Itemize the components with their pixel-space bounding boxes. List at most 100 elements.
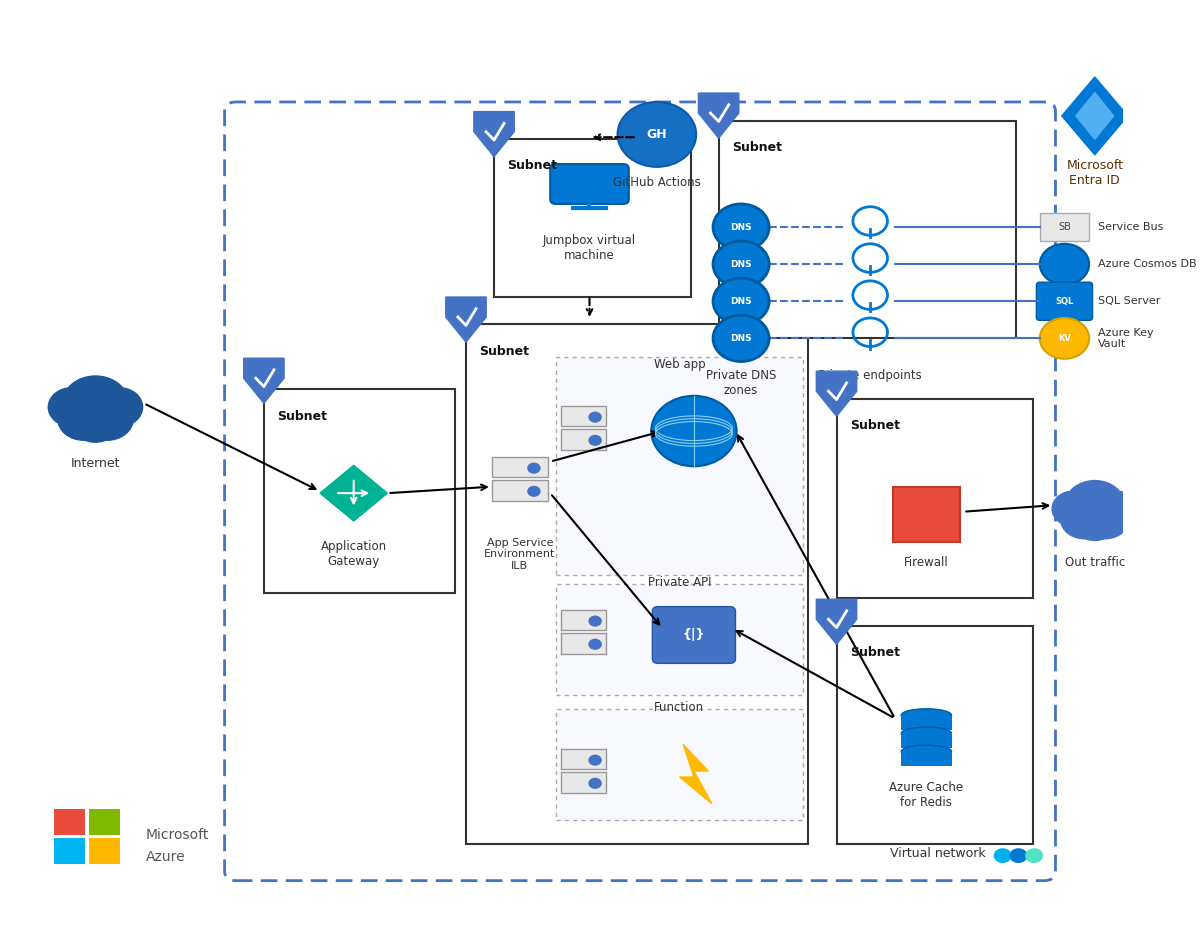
Bar xyxy=(1040,213,1089,241)
Circle shape xyxy=(1040,244,1089,285)
Circle shape xyxy=(62,376,129,430)
Circle shape xyxy=(993,848,1011,863)
Circle shape xyxy=(527,486,540,497)
Circle shape xyxy=(72,403,119,442)
Circle shape xyxy=(617,102,697,167)
Text: Azure Key
Vault: Azure Key Vault xyxy=(1098,327,1154,349)
Text: Subnet: Subnet xyxy=(508,159,557,172)
Circle shape xyxy=(588,755,602,766)
Text: Firewall: Firewall xyxy=(904,556,949,569)
Bar xyxy=(561,429,607,450)
Circle shape xyxy=(713,278,769,324)
Text: Private DNS
zones: Private DNS zones xyxy=(706,369,776,397)
Bar xyxy=(901,752,951,766)
Polygon shape xyxy=(680,744,712,804)
Text: Out traffic: Out traffic xyxy=(1064,556,1125,569)
Ellipse shape xyxy=(901,709,951,722)
Bar xyxy=(561,610,607,630)
Circle shape xyxy=(95,387,143,426)
Text: Subnet: Subnet xyxy=(277,410,328,423)
Polygon shape xyxy=(1076,93,1113,139)
Text: Subnet: Subnet xyxy=(733,141,782,154)
Circle shape xyxy=(58,398,109,440)
Bar xyxy=(901,733,951,748)
Circle shape xyxy=(1060,500,1107,539)
Circle shape xyxy=(1095,491,1137,527)
Text: {|}: {|} xyxy=(682,629,705,641)
Circle shape xyxy=(651,396,736,466)
Text: Private endpoints: Private endpoints xyxy=(818,369,922,382)
Text: Internet: Internet xyxy=(71,457,120,470)
Text: DNS: DNS xyxy=(730,334,752,343)
Circle shape xyxy=(588,639,602,650)
Polygon shape xyxy=(446,297,486,342)
Text: SQL: SQL xyxy=(1056,297,1074,306)
Bar xyxy=(837,399,1033,598)
FancyBboxPatch shape xyxy=(550,164,629,204)
Bar xyxy=(556,584,802,695)
Text: Subnet: Subnet xyxy=(850,419,900,432)
Bar xyxy=(901,716,951,730)
Circle shape xyxy=(588,412,602,423)
FancyBboxPatch shape xyxy=(652,606,735,664)
Ellipse shape xyxy=(901,745,951,758)
Bar xyxy=(837,626,1033,844)
Text: GH: GH xyxy=(646,128,668,141)
Circle shape xyxy=(713,315,769,362)
Bar xyxy=(892,487,960,542)
Text: SB: SB xyxy=(1058,222,1071,232)
Text: DNS: DNS xyxy=(730,297,752,306)
Bar xyxy=(491,480,548,501)
Text: SQL Server: SQL Server xyxy=(1098,297,1160,306)
Circle shape xyxy=(713,241,769,287)
Bar xyxy=(561,633,607,654)
Bar xyxy=(561,772,607,793)
Text: Microsoft
Entra ID: Microsoft Entra ID xyxy=(1066,159,1123,187)
Text: Microsoft: Microsoft xyxy=(147,828,209,842)
Polygon shape xyxy=(817,599,856,644)
Bar xyxy=(54,809,85,835)
Polygon shape xyxy=(244,358,285,403)
Text: Application
Gateway: Application Gateway xyxy=(321,540,387,567)
Circle shape xyxy=(588,616,602,627)
Text: Web app: Web app xyxy=(653,358,705,371)
Bar xyxy=(556,357,802,575)
Bar xyxy=(264,389,455,593)
Circle shape xyxy=(1026,848,1044,863)
Circle shape xyxy=(713,204,769,250)
Circle shape xyxy=(1040,318,1089,359)
Bar xyxy=(561,406,607,426)
Circle shape xyxy=(1065,480,1124,530)
Polygon shape xyxy=(699,93,739,138)
Bar xyxy=(718,121,1016,338)
Circle shape xyxy=(588,435,602,446)
Text: DNS: DNS xyxy=(730,222,752,232)
Text: Azure Cosmos DB: Azure Cosmos DB xyxy=(1098,260,1196,269)
Bar xyxy=(556,709,802,820)
Text: DNS: DNS xyxy=(730,260,752,269)
Circle shape xyxy=(1082,500,1129,539)
Circle shape xyxy=(527,463,540,474)
Circle shape xyxy=(1052,491,1095,527)
Circle shape xyxy=(1010,848,1027,863)
FancyBboxPatch shape xyxy=(1036,282,1093,321)
Text: App Service
Environment
ILB: App Service Environment ILB xyxy=(484,538,556,571)
Ellipse shape xyxy=(901,727,951,740)
Text: Subnet: Subnet xyxy=(479,345,530,358)
Polygon shape xyxy=(817,371,856,416)
Text: Service Bus: Service Bus xyxy=(1098,222,1164,232)
Circle shape xyxy=(82,398,133,440)
Text: KV: KV xyxy=(1058,334,1071,343)
Bar xyxy=(54,838,85,864)
Text: GitHub Actions: GitHub Actions xyxy=(613,176,700,189)
Bar xyxy=(466,324,808,844)
Bar xyxy=(89,838,120,864)
Text: Virtual network: Virtual network xyxy=(890,847,985,860)
Circle shape xyxy=(588,778,602,789)
Text: Private API: Private API xyxy=(647,576,711,589)
Polygon shape xyxy=(1062,77,1128,155)
Text: Function: Function xyxy=(655,701,705,714)
Text: Azure Cache
for Redis: Azure Cache for Redis xyxy=(889,781,963,808)
Bar xyxy=(89,809,120,835)
Polygon shape xyxy=(474,111,514,157)
